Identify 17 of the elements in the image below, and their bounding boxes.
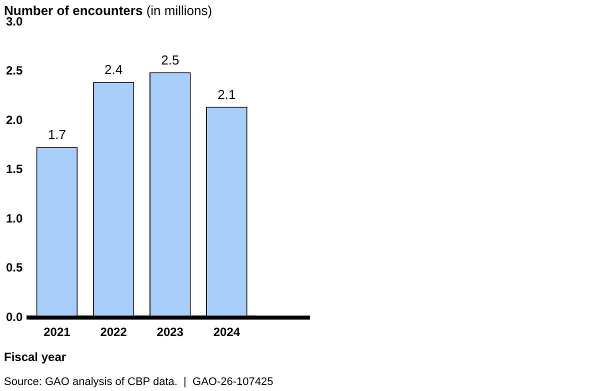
x-tick-label: 2022 [100,325,128,340]
data-label: 1.7 [48,127,66,142]
x-tick-label: 2024 [213,325,240,340]
data-label: 2.5 [161,52,180,68]
y-tick-label: 1.0 [6,211,23,226]
x-axis-title: Fiscal year [4,350,66,364]
data-label: 2.4 [104,62,123,78]
source-note: Source: GAO analysis of CBP data. | GAO-26-107425 [4,376,274,388]
y-tick-label: 0.0 [6,310,23,324]
x-tick-label: 2023 [156,325,184,340]
y-tick-label: 1.5 [6,162,23,176]
y-tick-label: 2.0 [6,112,23,127]
y-tick-label: 2.5 [6,64,23,78]
x-tick-label: 2021 [44,325,71,340]
chart-subtitle: (in millions) [146,3,212,18]
y-tick-label: 0.5 [6,260,23,275]
data-label: 2.1 [218,86,236,102]
